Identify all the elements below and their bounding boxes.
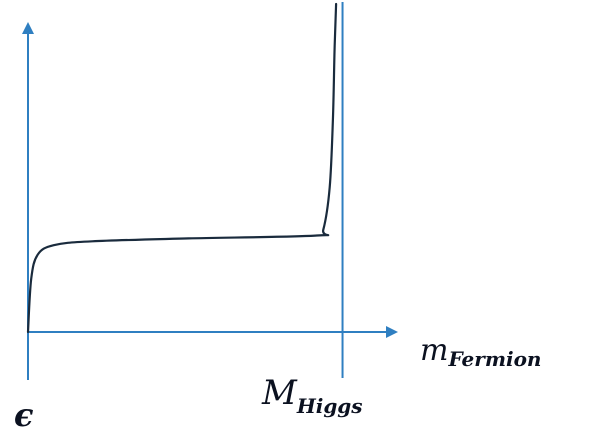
series-curve bbox=[26, 2, 338, 334]
origin-label: ϵ bbox=[14, 396, 33, 432]
x-axis-label: mFermion bbox=[420, 333, 541, 371]
marker-label: MHiggs bbox=[261, 373, 363, 418]
